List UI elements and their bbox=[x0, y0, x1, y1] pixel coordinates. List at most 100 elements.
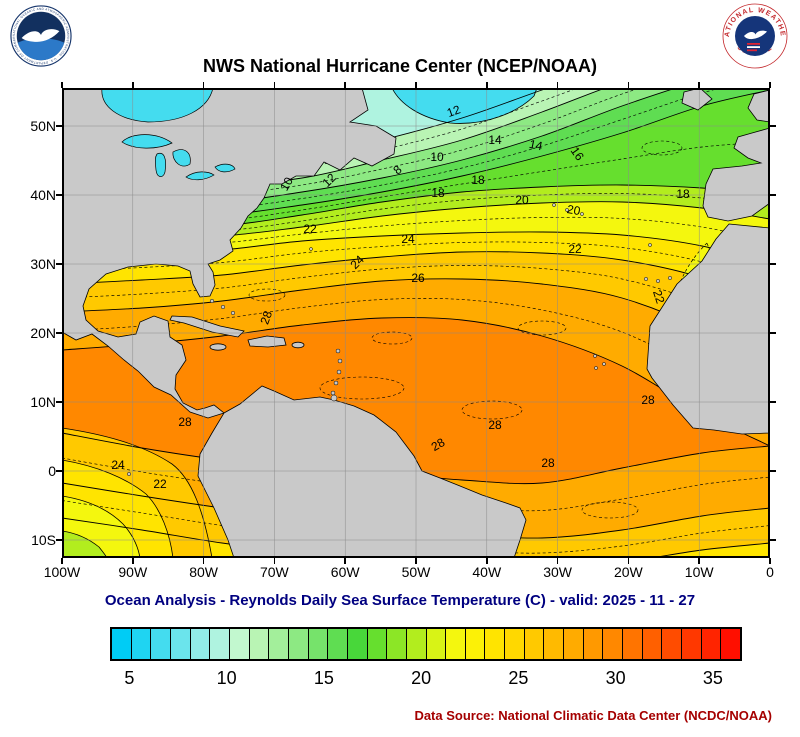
landmass-south-america bbox=[197, 385, 527, 558]
axis-tick bbox=[556, 558, 559, 564]
contour-label: 28 bbox=[488, 418, 502, 432]
colorbar-segment bbox=[328, 629, 348, 659]
axis-tick bbox=[61, 82, 63, 88]
x-axis-tick-label: 70W bbox=[259, 564, 289, 580]
colorbar-tick-label: 20 bbox=[411, 668, 432, 688]
axis-tick bbox=[770, 125, 776, 127]
y-axis-tick-label: 10N bbox=[30, 394, 56, 410]
contour-label: 18 bbox=[676, 187, 690, 201]
axis-tick bbox=[770, 332, 776, 334]
axis-tick bbox=[415, 558, 417, 564]
axis-tick bbox=[132, 82, 134, 88]
islands-lesser-antilles bbox=[330, 348, 343, 402]
contour-label: 10 bbox=[277, 174, 296, 193]
x-axis-tick-label: 40W bbox=[472, 564, 502, 580]
colorbar-segment bbox=[642, 629, 663, 659]
nws-logo: NATIONAL WEATHER SERVICE bbox=[722, 3, 788, 69]
nws-seagull-icon bbox=[744, 30, 767, 40]
x-axis-tick-label: 80W bbox=[189, 564, 218, 580]
contour-label: 18 bbox=[431, 186, 445, 200]
contour-label: 20 bbox=[566, 202, 582, 218]
colorbar bbox=[110, 627, 742, 661]
landmass-britain bbox=[747, 89, 770, 123]
x-axis-tick-label: 0 bbox=[766, 564, 774, 580]
colorbar-segment bbox=[682, 629, 702, 659]
contour-label: 22 bbox=[303, 222, 317, 236]
contour-label: 24 bbox=[111, 458, 125, 472]
axis-tick bbox=[698, 82, 700, 88]
axis-tick bbox=[698, 558, 700, 564]
axis-tick bbox=[770, 401, 776, 403]
colorbar-segment bbox=[249, 629, 270, 659]
colorbar-segment bbox=[406, 629, 427, 659]
contour-label: 20 bbox=[515, 193, 529, 207]
axis-tick bbox=[56, 125, 62, 127]
island-cuba bbox=[169, 315, 245, 338]
colorbar-segment bbox=[190, 629, 211, 659]
contour-label: 14 bbox=[528, 137, 544, 154]
colorbar-segment bbox=[721, 629, 740, 659]
axis-tick bbox=[56, 263, 62, 265]
island-puerto-rico bbox=[291, 341, 305, 349]
axis-tick bbox=[770, 470, 776, 472]
grid-layer bbox=[62, 88, 770, 558]
landmass-europe bbox=[702, 127, 770, 222]
colorbar-tick-label: 5 bbox=[124, 668, 135, 688]
colorbar-segment bbox=[465, 629, 486, 659]
landmass-africa bbox=[646, 223, 770, 435]
lake-superior bbox=[121, 134, 173, 149]
axis-tick bbox=[273, 82, 276, 88]
colorbar-segment bbox=[210, 629, 230, 659]
axis-tick bbox=[770, 194, 776, 196]
colorbar-tick-label: 10 bbox=[216, 668, 237, 688]
axis-tick bbox=[273, 558, 276, 564]
colorbar-segment bbox=[583, 629, 604, 659]
y-axis-tick-label: 40N bbox=[30, 187, 56, 203]
y-axis-tick-label: 30N bbox=[30, 256, 56, 272]
colorbar-segment bbox=[288, 629, 309, 659]
page-title: NWS National Hurricane Center (NCEP/NOAA… bbox=[202, 56, 598, 76]
noaa-logo-ocean bbox=[17, 38, 65, 61]
contour-label: 26 bbox=[411, 271, 425, 285]
axis-tick bbox=[56, 401, 62, 403]
x-axis-tick-label: 90W bbox=[118, 564, 148, 580]
colorbar-labels: 5 10 15 20 25 30 35 bbox=[0, 666, 800, 692]
lake-ontario bbox=[214, 163, 236, 173]
colorbar-segment bbox=[564, 629, 584, 659]
hudson-bay bbox=[101, 88, 214, 123]
colorbar-segment bbox=[269, 629, 289, 659]
colorbar-segment bbox=[662, 629, 683, 659]
colorbar-segment bbox=[170, 629, 191, 659]
x-axis-tick-label: 30W bbox=[543, 564, 572, 580]
y-axis-tick-label: 50N bbox=[30, 118, 56, 134]
axis-tick bbox=[202, 558, 205, 564]
island-jamaica bbox=[209, 343, 227, 351]
colorbar-segment bbox=[387, 629, 407, 659]
colorbar-segment bbox=[131, 629, 152, 659]
colorbar-tick-label: 30 bbox=[605, 668, 626, 688]
x-axis-tick-label: 20W bbox=[613, 564, 643, 580]
lake-huron bbox=[172, 149, 191, 167]
axis-tick bbox=[56, 194, 62, 196]
colorbar-tick-label: 35 bbox=[702, 668, 723, 688]
y-axis-tick-label: 10S bbox=[31, 532, 56, 548]
axis-tick bbox=[556, 82, 559, 88]
axis-tick bbox=[202, 82, 205, 88]
x-axis-tick-label: 10W bbox=[684, 564, 714, 580]
colorbar-segment bbox=[151, 629, 171, 659]
axis-tick bbox=[769, 82, 771, 88]
contour-label: 18 bbox=[471, 173, 485, 187]
axis-tick bbox=[61, 558, 63, 564]
colorbar-segment bbox=[308, 629, 329, 659]
colorbar-segment bbox=[701, 629, 722, 659]
axis-tick bbox=[627, 558, 630, 564]
x-axis-tick-label: 50W bbox=[401, 564, 431, 580]
inland-water-layer bbox=[101, 88, 236, 181]
colorbar-segment bbox=[485, 629, 506, 659]
map-frame bbox=[62, 88, 770, 558]
land-layer bbox=[62, 88, 770, 558]
contour-label: 28 bbox=[641, 393, 655, 407]
colorbar-segment bbox=[426, 629, 447, 659]
